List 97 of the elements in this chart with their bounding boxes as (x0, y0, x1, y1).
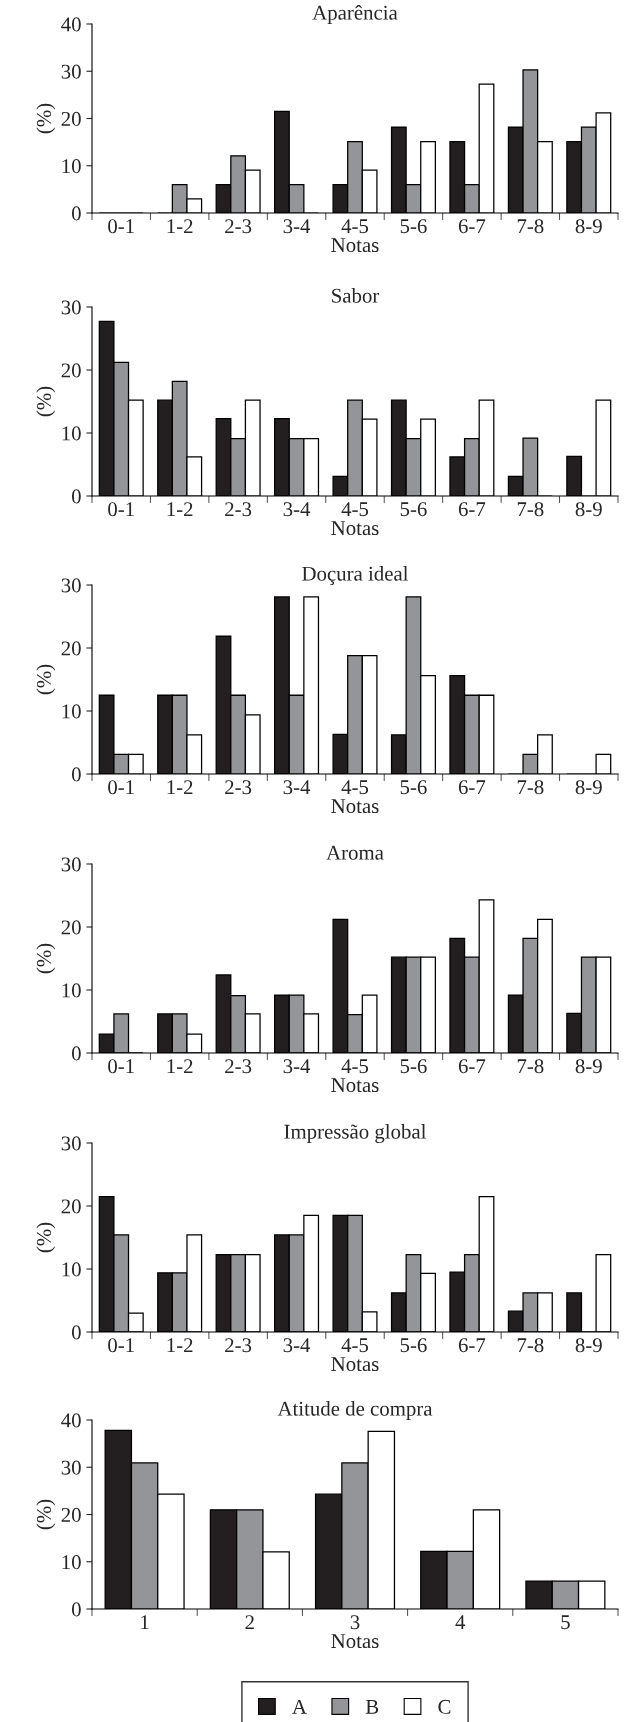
y-axis-title: (%) (36, 1499, 56, 1530)
x-tick-label: 6-7 (458, 219, 486, 234)
x-tick-label: 4-5 (341, 780, 369, 795)
x-tick-label: 1-2 (167, 780, 193, 795)
y-axis-title: (%) (36, 386, 56, 417)
x-tick-label: 0-1 (108, 1338, 134, 1353)
y-tick-label: 20 (61, 363, 81, 378)
x-tick-label: 6-7 (458, 502, 486, 517)
x-tick-label: 7-8 (517, 780, 544, 795)
x-tick-label: 4-5 (341, 502, 369, 517)
x-axis-title: Notas (331, 521, 379, 536)
y-axis-title: (%) (36, 943, 56, 974)
y-tick-label: 10 (62, 983, 81, 998)
y-tick-label: 30 (61, 64, 81, 79)
x-tick-label: 8-9 (575, 1059, 602, 1074)
x-tick-label: 6-7 (458, 780, 486, 795)
y-tick-label: 0 (71, 1046, 81, 1061)
x-tick-label: 0-1 (108, 219, 134, 234)
x-tick-label: 3-4 (283, 219, 311, 234)
x-axis-title: Notas (331, 1634, 379, 1649)
x-tick-label: 1-2 (167, 219, 193, 234)
x-tick-label: 2-3 (225, 219, 252, 234)
x-tick-label: 4-5 (341, 219, 369, 234)
x-tick-label: 1-2 (167, 1338, 193, 1353)
y-tick-label: 0 (71, 767, 81, 782)
y-tick-label: 20 (61, 111, 81, 126)
y-tick-label: 10 (62, 704, 81, 719)
x-tick-label: 0-1 (108, 1059, 134, 1074)
legend-label: B (365, 1700, 379, 1714)
x-tick-label: 4-5 (341, 1059, 369, 1074)
x-tick-label: 2-3 (225, 1059, 252, 1074)
chart-title: Atitude de compra (277, 1401, 433, 1420)
y-tick-label: 20 (61, 1199, 81, 1214)
x-tick-label: 5-6 (400, 502, 427, 517)
chart-title: Doçura ideal (302, 566, 409, 585)
x-tick-label: 7-8 (517, 219, 544, 234)
x-tick-label: 2 (245, 1615, 254, 1630)
x-tick-label: 8-9 (575, 219, 602, 234)
x-tick-label: 8-9 (575, 1338, 602, 1353)
x-tick-label: 7-8 (517, 502, 544, 517)
y-axis-title: (%) (36, 1222, 56, 1253)
y-tick-label: 10 (62, 1262, 81, 1277)
y-tick-label: 30 (61, 1460, 81, 1475)
x-tick-label: 5-6 (400, 1059, 427, 1074)
x-tick-label: 2-3 (225, 1338, 252, 1353)
x-tick-label: 5-6 (400, 219, 427, 234)
y-tick-label: 30 (61, 300, 81, 315)
x-axis-title: Notas (331, 1357, 379, 1372)
x-tick-label: 6-7 (458, 1059, 486, 1074)
x-tick-label: 3-4 (283, 502, 311, 517)
chart-title: Aparência (312, 5, 398, 24)
y-tick-label: 0 (71, 489, 81, 504)
y-tick-label: 20 (61, 920, 81, 935)
x-axis-title: Notas (331, 1078, 379, 1093)
y-tick-label: 10 (62, 159, 81, 174)
chart-title: Sabor (332, 288, 380, 303)
x-tick-label: 1-2 (167, 502, 193, 517)
y-tick-label: 0 (71, 206, 81, 221)
x-tick-label: 1-2 (167, 1059, 193, 1074)
x-tick-label: 7-8 (517, 1059, 544, 1074)
y-axis-title: (%) (36, 664, 56, 695)
x-tick-label: 2-3 (225, 780, 252, 795)
y-axis-title: (%) (36, 103, 56, 134)
x-tick-label: 8-9 (575, 502, 602, 517)
x-tick-label: 5 (561, 1615, 570, 1630)
x-tick-label: 4 (455, 1615, 466, 1630)
y-tick-label: 20 (61, 1507, 81, 1522)
y-tick-label: 0 (71, 1325, 81, 1340)
x-tick-label: 1 (141, 1615, 149, 1630)
x-tick-label: 3-4 (283, 780, 311, 795)
x-axis-title: Notas (331, 238, 379, 253)
y-tick-label: 40 (61, 17, 81, 32)
x-tick-label: 2-3 (225, 502, 252, 517)
y-tick-label: 30 (61, 1136, 81, 1151)
y-tick-label: 10 (62, 426, 81, 441)
x-tick-label: 5-6 (400, 1338, 427, 1353)
x-tick-label: 6-7 (458, 1338, 486, 1353)
x-tick-label: 5-6 (400, 780, 427, 795)
y-tick-label: 30 (61, 578, 81, 593)
legend-label: C (438, 1699, 451, 1714)
x-tick-label: 3 (350, 1615, 360, 1630)
y-tick-label: 10 (62, 1555, 81, 1570)
x-axis-title: Notas (331, 799, 379, 814)
y-tick-label: 40 (61, 1413, 81, 1428)
chart-title: Impressão global (284, 1124, 427, 1143)
y-tick-label: 20 (61, 641, 81, 656)
x-tick-label: 3-4 (283, 1059, 311, 1074)
x-tick-label: 4-5 (341, 1338, 369, 1353)
x-tick-label: 7-8 (517, 1338, 544, 1353)
x-tick-label: 8-9 (575, 780, 602, 795)
y-tick-label: 30 (61, 857, 81, 872)
x-tick-label: 0-1 (108, 780, 134, 795)
chart-title: Aroma (326, 845, 384, 860)
x-tick-label: 0-1 (108, 502, 134, 517)
y-tick-label: 0 (71, 1602, 81, 1617)
x-tick-label: 3-4 (283, 1338, 311, 1353)
legend-label: A (292, 1699, 307, 1714)
